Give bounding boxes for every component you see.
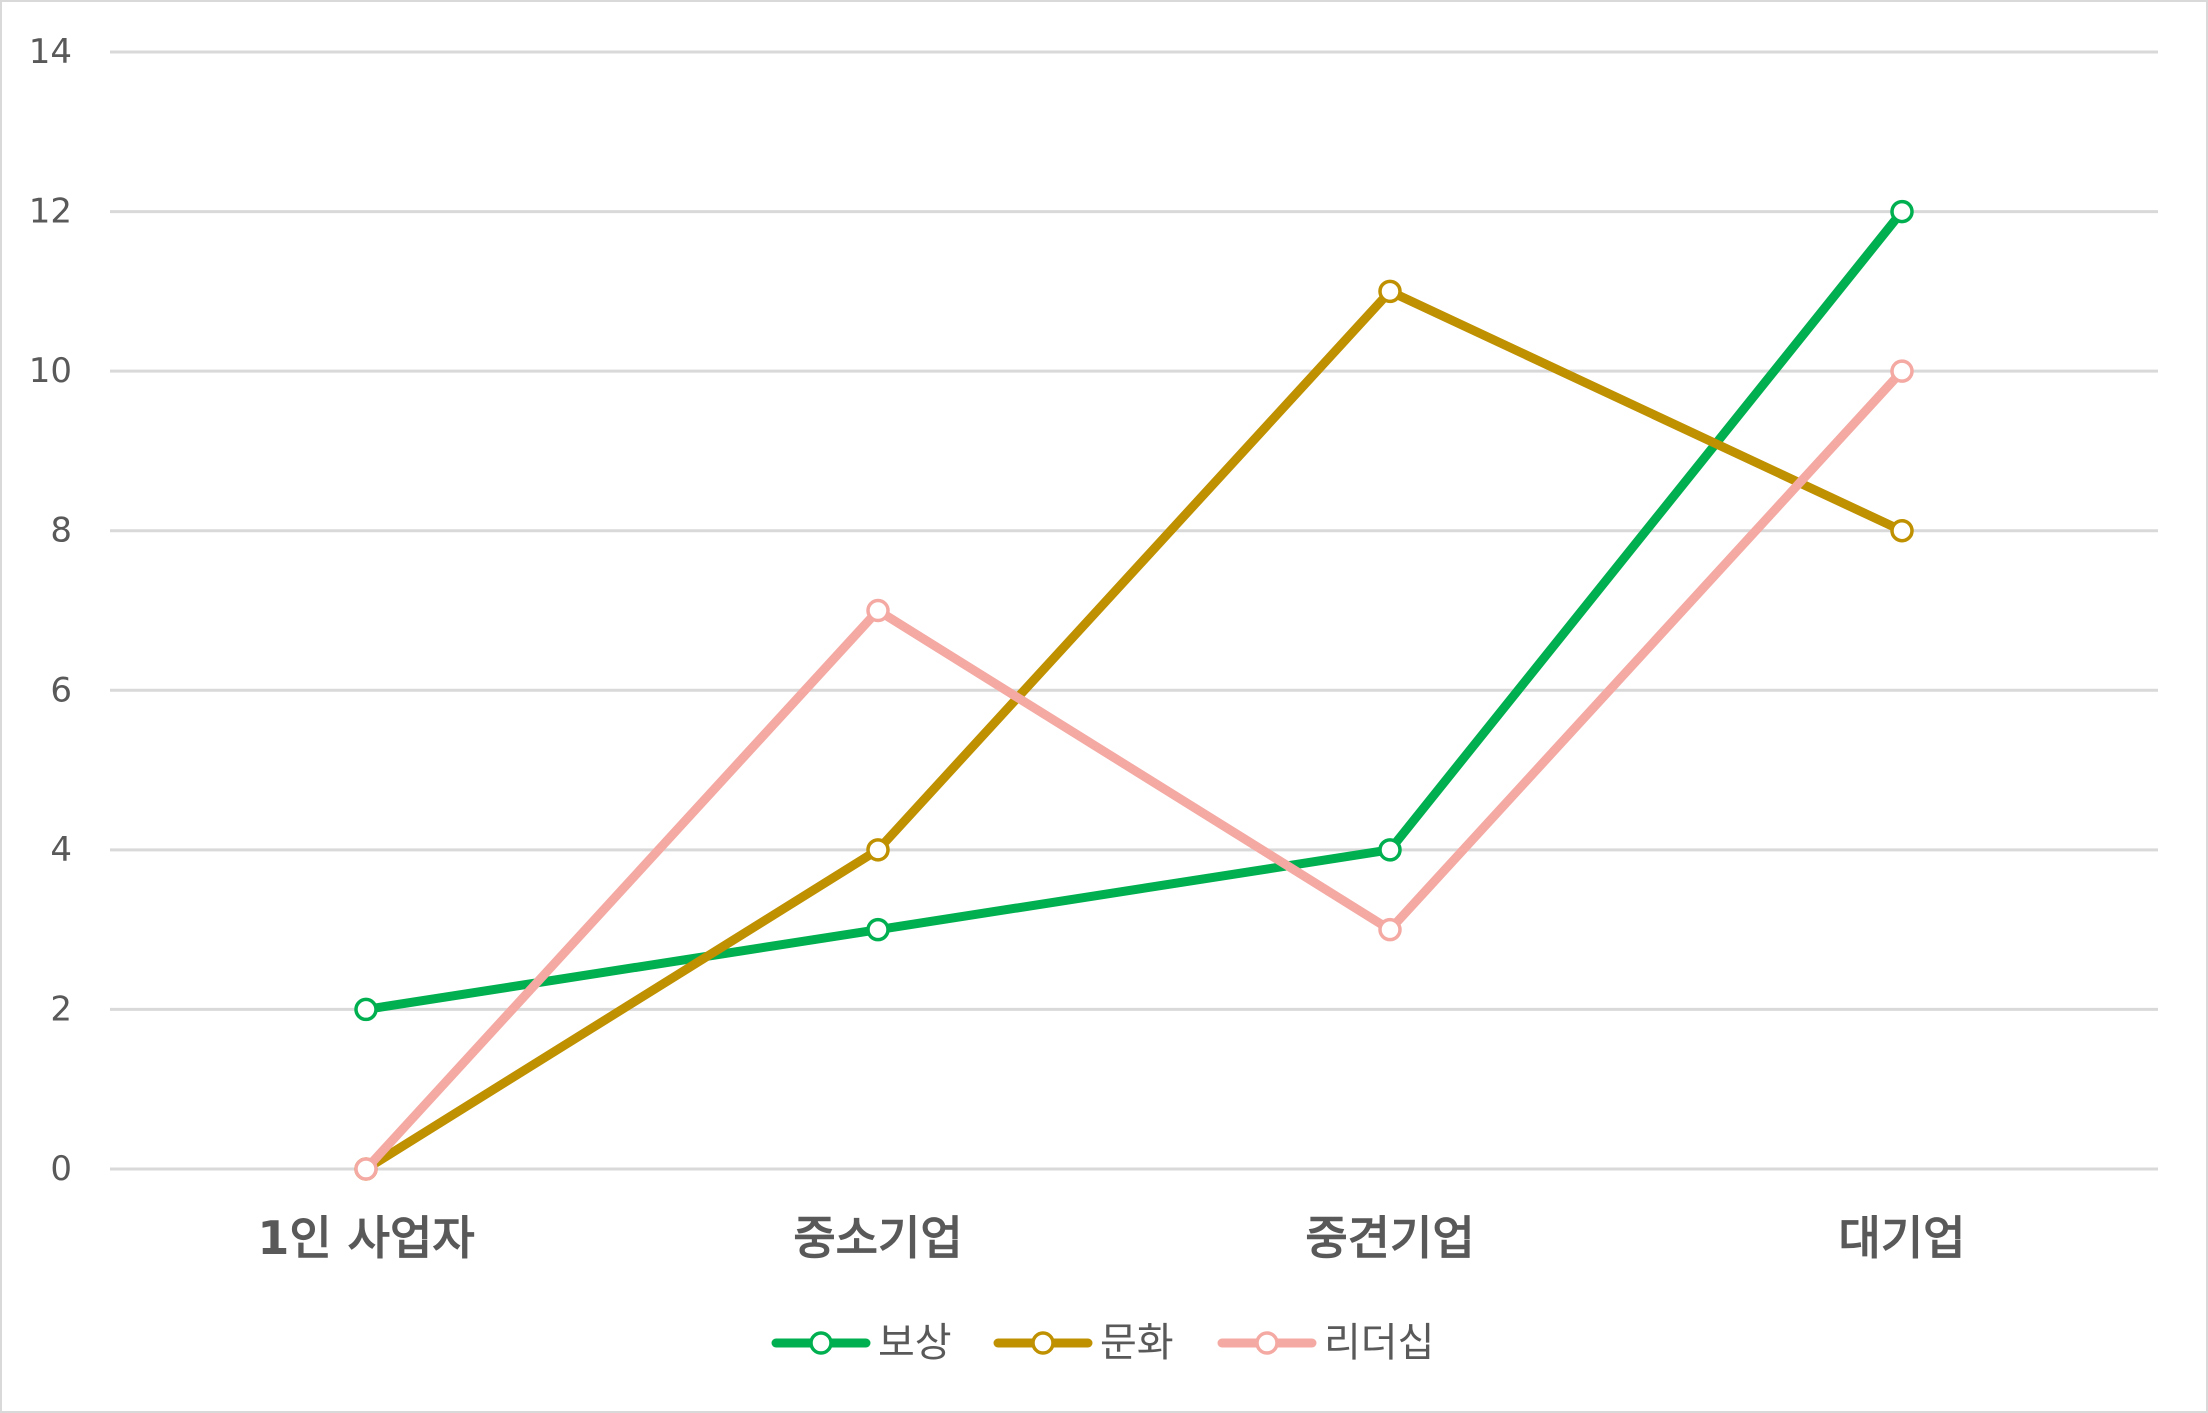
x-axis-ticks: 1인 사업자 중소기업 중견기업 대기업: [257, 1211, 1965, 1265]
series-0: [354, 199, 1914, 1022]
data-point: [354, 997, 378, 1022]
y-tick-label: 0: [50, 1149, 72, 1189]
series-2: [354, 359, 1914, 1181]
data-point: [1890, 359, 1914, 383]
data-point: [1378, 917, 1402, 942]
y-axis-ticks: 0 2 4 6 8 10 12 14: [29, 32, 72, 1189]
data-point: [866, 598, 890, 623]
legend-label: 리더십: [1324, 1320, 1434, 1366]
data-point: [1890, 518, 1914, 543]
data-point: [354, 1157, 378, 1181]
series-line: [361, 207, 1907, 1014]
y-tick-label: 6: [50, 670, 72, 710]
legend-marker: [1255, 1331, 1279, 1355]
x-tick-label: 중견기업: [1305, 1211, 1474, 1265]
x-tick-label: 1인 사업자: [257, 1211, 474, 1265]
series-line: [361, 286, 1907, 1174]
legend-marker: [809, 1331, 833, 1355]
y-tick-label: 8: [50, 511, 72, 551]
x-tick-label: 대기업: [1839, 1211, 1966, 1265]
legend-item: 보상: [771, 1320, 952, 1366]
x-tick-label: 중소기업: [793, 1211, 962, 1265]
data-point: [1890, 199, 1914, 224]
data-point: [866, 917, 890, 942]
series-lines: [354, 199, 1914, 1181]
y-tick-label: 10: [29, 351, 72, 391]
legend-item: 문화: [993, 1320, 1174, 1366]
series-line: [361, 366, 1907, 1174]
y-tick-label: 12: [29, 192, 72, 232]
legend-item: 리더십: [1217, 1320, 1434, 1366]
y-tick-label: 14: [29, 32, 72, 72]
data-point: [1378, 838, 1402, 862]
gridlines: [110, 50, 2158, 1171]
y-tick-label: 4: [50, 830, 72, 870]
data-point: [866, 838, 890, 862]
series-1: [354, 279, 1914, 1181]
legend-label: 보상: [878, 1320, 952, 1366]
y-tick-label: 2: [50, 989, 72, 1029]
legend: 보상 문화 리더십: [771, 1320, 1434, 1366]
data-point: [1378, 279, 1402, 304]
legend-label: 문화: [1100, 1320, 1174, 1366]
legend-marker: [1031, 1331, 1055, 1355]
